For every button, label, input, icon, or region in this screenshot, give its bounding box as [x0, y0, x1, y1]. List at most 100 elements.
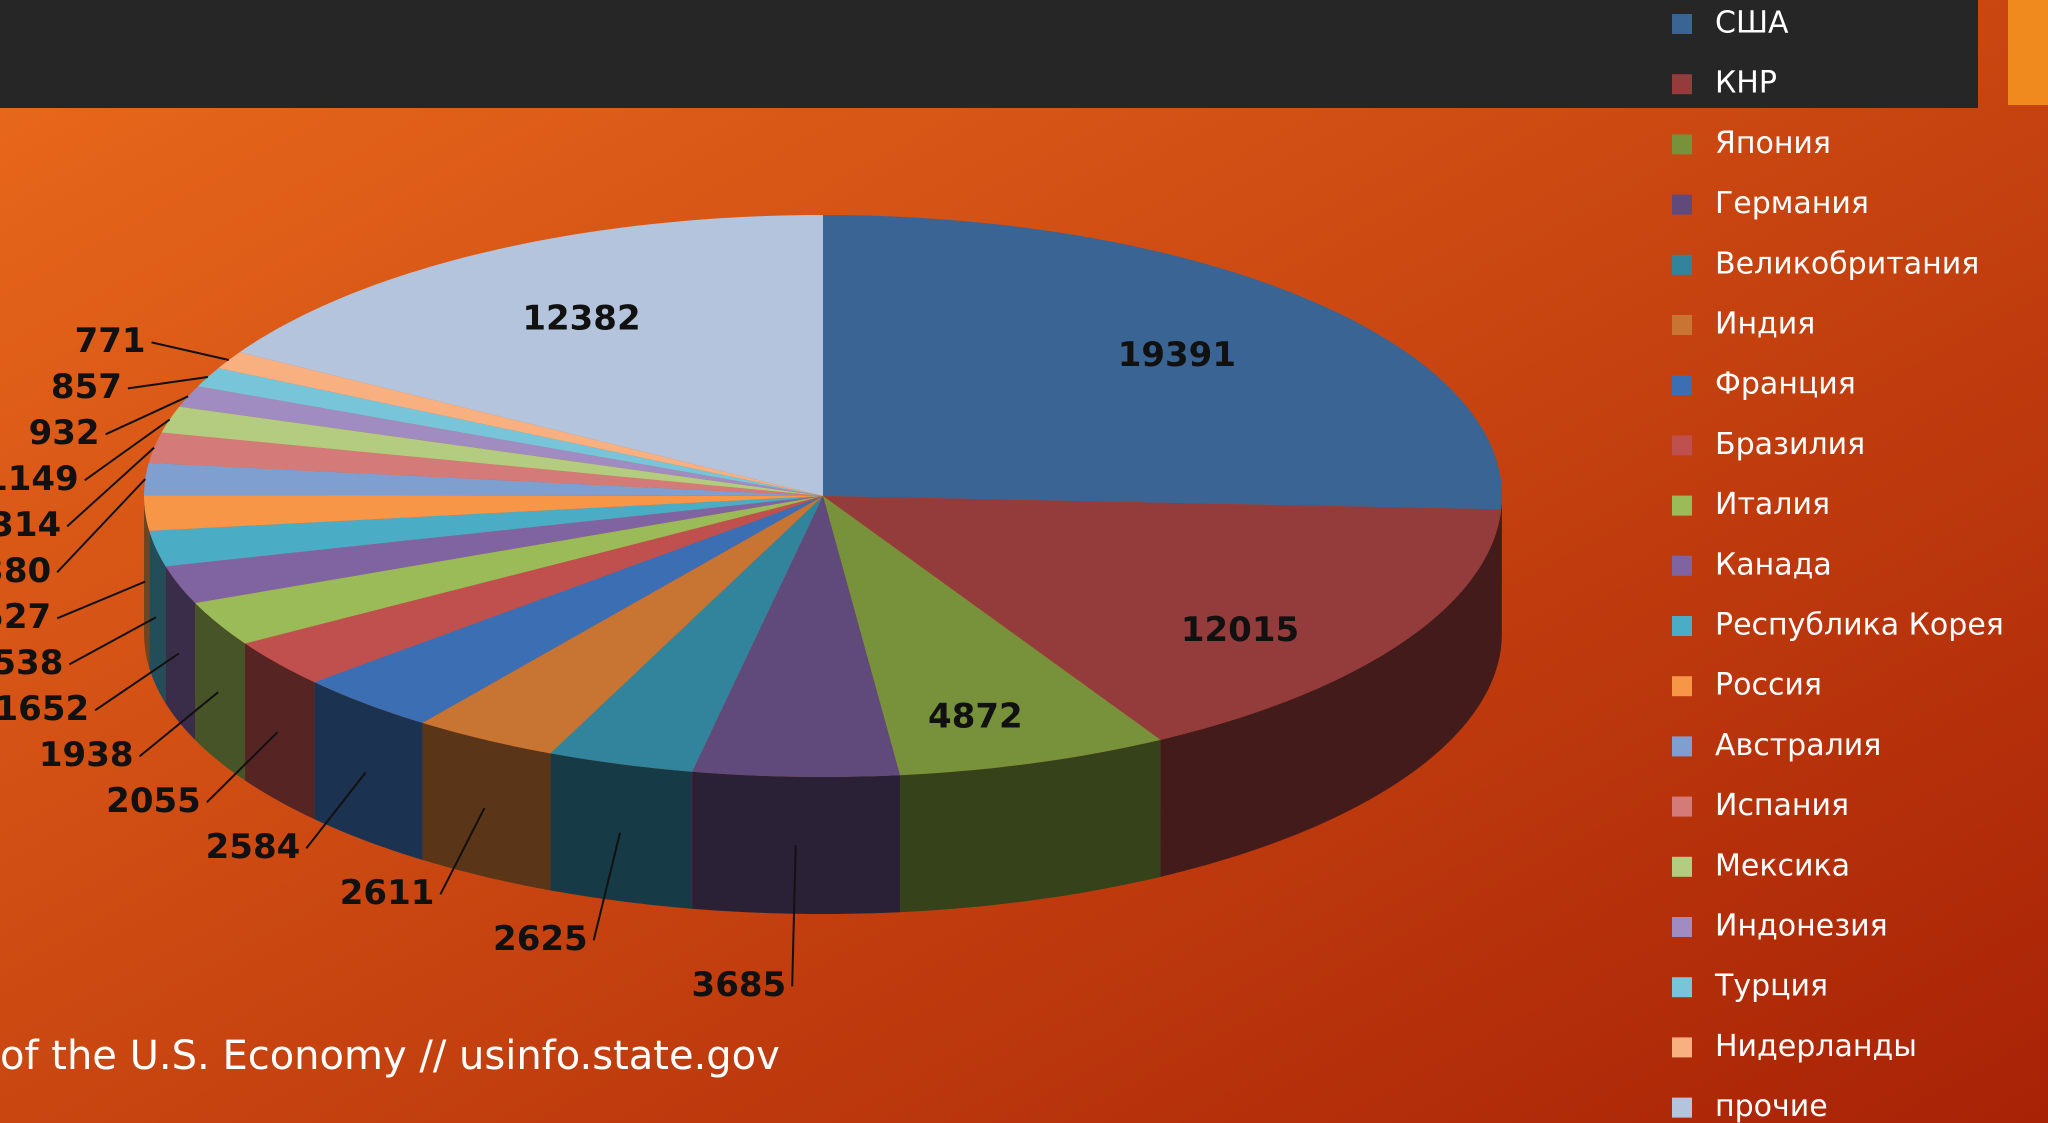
- legend-swatch: [1672, 74, 1692, 95]
- slice: [550, 496, 823, 772]
- leader-line: [439, 807, 486, 895]
- leader-line: [127, 376, 209, 390]
- data-label: 2625: [493, 919, 588, 959]
- slice-side: [144, 496, 150, 668]
- legend-label: Италия: [1715, 487, 1830, 522]
- legend-swatch: [1672, 495, 1692, 516]
- slice: [314, 496, 823, 723]
- leader-line: [84, 418, 171, 482]
- data-label: 2611: [340, 873, 435, 913]
- data-label: 12382: [522, 299, 640, 339]
- data-label: 1527: [0, 597, 51, 637]
- legend-swatch: [1672, 736, 1692, 757]
- leader-line: [138, 691, 219, 758]
- slice: [823, 215, 1502, 510]
- legend-label: Япония: [1715, 126, 1831, 161]
- legend-label: США: [1715, 6, 1789, 41]
- leader-line: [206, 731, 279, 804]
- legend-label: Испания: [1715, 788, 1849, 823]
- data-label: 1149: [0, 459, 79, 499]
- slice: [165, 496, 824, 604]
- legend-label: Индонезия: [1715, 909, 1888, 944]
- legend-label: Австралия: [1715, 728, 1881, 763]
- data-label: 932: [29, 413, 100, 453]
- slice-side: [1160, 509, 1502, 877]
- leader-line: [94, 652, 180, 712]
- slice: [197, 367, 823, 496]
- legend-swatch: [1672, 616, 1692, 636]
- leader-line: [56, 478, 146, 574]
- data-label: 771: [75, 321, 146, 361]
- legend-label: Германия: [1715, 186, 1869, 221]
- slice-side: [1501, 496, 1502, 647]
- leader-line: [68, 616, 157, 666]
- legend-label: КНР: [1715, 66, 1777, 101]
- slice-side: [245, 643, 315, 820]
- legend-swatch: [1672, 315, 1692, 335]
- slice-side: [149, 530, 166, 704]
- slice-side: [314, 682, 423, 860]
- slice: [144, 462, 823, 496]
- data-label: 2055: [106, 781, 201, 821]
- legend-label: Турция: [1714, 969, 1828, 1004]
- leader-line: [305, 771, 367, 849]
- slice: [692, 496, 900, 777]
- slice: [823, 496, 1161, 776]
- data-label: 2584: [206, 827, 301, 867]
- slice: [823, 496, 1502, 740]
- legend-swatch: [1672, 254, 1692, 275]
- leader-line: [151, 341, 230, 361]
- slice-side: [550, 753, 693, 909]
- slice: [148, 432, 823, 496]
- legend-label: Республика Корея: [1715, 608, 2004, 643]
- legend-label: Великобритания: [1715, 246, 1979, 281]
- leader-line: [791, 845, 797, 987]
- slice: [218, 352, 824, 496]
- legend-swatch: [1672, 1097, 1692, 1118]
- slice: [144, 495, 823, 531]
- source: of the U.S. Economy // usinfo.state.gov: [0, 1033, 780, 1079]
- legend-swatch: [1672, 977, 1692, 998]
- slice: [161, 406, 823, 496]
- data-label: 19391: [1118, 335, 1236, 375]
- data-label: 1538: [0, 643, 63, 683]
- legend-label: Нидерланды: [1715, 1029, 1917, 1064]
- legend-swatch: [1672, 917, 1692, 937]
- legend-swatch: [1672, 435, 1692, 456]
- legend-swatch: [1672, 796, 1692, 817]
- legend-label: Бразилия: [1715, 427, 1865, 462]
- leader-line: [66, 446, 155, 528]
- legend-swatch: [1672, 14, 1692, 34]
- legend-swatch: [1672, 194, 1692, 215]
- legend-swatch: [1672, 676, 1692, 697]
- legend-label: Франция: [1715, 367, 1856, 402]
- slice-side: [195, 603, 246, 781]
- slice: [422, 496, 823, 754]
- legend-label: прочие: [1715, 1089, 1828, 1123]
- data-label: 857: [51, 367, 122, 407]
- slice: [195, 496, 824, 644]
- data-label: 1938: [39, 735, 134, 775]
- slice-side: [899, 739, 1161, 913]
- data-label: 1380: [0, 551, 51, 591]
- slice: [179, 386, 824, 496]
- slice-side: [422, 722, 551, 891]
- slice-side: [692, 771, 900, 914]
- slice: [239, 215, 823, 496]
- data-label: 1314: [0, 505, 61, 545]
- data-label: 3685: [692, 965, 787, 1005]
- slice: [245, 496, 824, 683]
- legend-swatch: [1672, 1037, 1692, 1058]
- slice-side: [165, 566, 196, 741]
- legend-swatch: [1672, 375, 1692, 396]
- leader-line: [105, 395, 189, 436]
- legend-label: Мексика: [1715, 848, 1850, 883]
- legend-swatch: [1672, 856, 1692, 877]
- data-label: 1652: [0, 689, 89, 729]
- data-label: 12015: [1181, 610, 1299, 650]
- accent-tab: [2008, 0, 2048, 105]
- legend-swatch: [1672, 134, 1692, 155]
